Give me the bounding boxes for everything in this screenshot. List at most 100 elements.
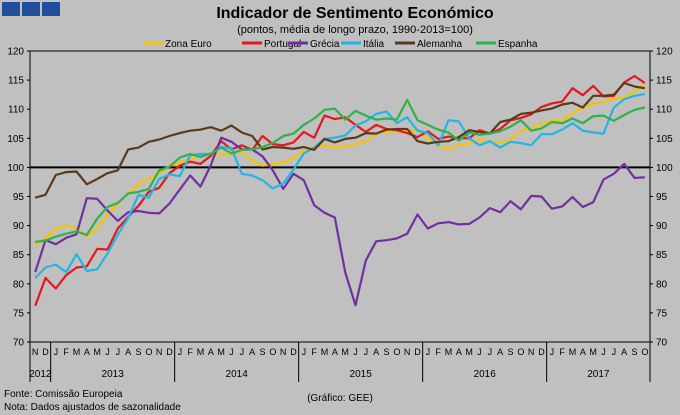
x-tick-month: A bbox=[249, 347, 255, 357]
x-tick-month: A bbox=[332, 347, 338, 357]
x-tick-month: S bbox=[507, 347, 513, 357]
source-note: Fonte: Comissão Europeia bbox=[4, 389, 123, 400]
x-tick-month: O bbox=[641, 347, 648, 357]
series-lines bbox=[34, 74, 646, 307]
x-tick-month: A bbox=[456, 347, 462, 357]
seasonal-note: Nota: Dados ajustados de sazonalidade bbox=[4, 402, 181, 413]
chart-title: Indicador de Sentimento Económico bbox=[216, 5, 494, 22]
header-tile-2 bbox=[22, 2, 40, 16]
x-tick-month: M bbox=[217, 347, 225, 357]
x-tick-month: J bbox=[364, 347, 369, 357]
x-tick-month: D bbox=[166, 347, 173, 357]
x-tick-month: O bbox=[517, 347, 524, 357]
x-tick-month: J bbox=[488, 347, 493, 357]
series-line-it-lia bbox=[34, 93, 645, 279]
y-tick-left: 95 bbox=[13, 192, 25, 203]
x-tick-month: J bbox=[302, 347, 307, 357]
x-tick-month: A bbox=[580, 347, 586, 357]
x-tick-month: J bbox=[54, 347, 59, 357]
chart-subtitle: (pontos, média de longo prazo, 1990-2013… bbox=[237, 24, 473, 36]
legend-label: Itália bbox=[363, 39, 385, 50]
x-tick-month: O bbox=[393, 347, 400, 357]
x-tick-month: J bbox=[116, 347, 121, 357]
series-line-alemanha bbox=[34, 81, 645, 199]
y-tick-left: 110 bbox=[8, 105, 24, 116]
legend-label: Portugal bbox=[264, 39, 301, 50]
x-tick-year: 2012 bbox=[29, 369, 52, 380]
x-tick-year: 2015 bbox=[350, 369, 373, 380]
x-tick-month: J bbox=[550, 347, 555, 357]
x-tick-month: M bbox=[197, 347, 205, 357]
x-tick-month: M bbox=[569, 347, 577, 357]
series-line-portugal bbox=[34, 74, 646, 307]
x-tick-month: M bbox=[73, 347, 81, 357]
y-tick-right: 110 bbox=[656, 105, 672, 116]
x-tick-month: J bbox=[353, 347, 358, 357]
x-tick-month: A bbox=[373, 347, 379, 357]
x-tick-month: S bbox=[135, 347, 141, 357]
legend-label: Alemanha bbox=[417, 39, 462, 50]
x-tick-month: D bbox=[290, 347, 297, 357]
x-tick-month: N bbox=[528, 347, 535, 357]
x-tick-month: A bbox=[125, 347, 131, 357]
x-tick-month: A bbox=[84, 347, 90, 357]
y-tick-right: 85 bbox=[656, 250, 668, 261]
x-tick-month: J bbox=[601, 347, 606, 357]
legend: Zona Euro Portugal Grécia Itália Alemanha Esp… bbox=[143, 39, 538, 50]
x-tick-month: D bbox=[538, 347, 545, 357]
y-axis-right: 70 75 80 85 90 95 100 105 110 115 120 bbox=[650, 47, 673, 349]
y-tick-left: 85 bbox=[13, 250, 25, 261]
x-tick-month: N bbox=[404, 347, 411, 357]
x-tick-month: F bbox=[559, 347, 565, 357]
y-tick-right: 105 bbox=[656, 134, 673, 145]
y-tick-right: 80 bbox=[656, 279, 668, 290]
header-tile-3 bbox=[42, 2, 60, 16]
x-tick-year: 2013 bbox=[102, 369, 125, 380]
x-tick-month: J bbox=[105, 347, 110, 357]
x-tick-month: M bbox=[465, 347, 473, 357]
y-tick-left: 90 bbox=[13, 221, 25, 232]
y-tick-right: 115 bbox=[656, 76, 672, 87]
series-line-gr-cia bbox=[34, 136, 645, 307]
x-tick-month: N bbox=[280, 347, 287, 357]
x-tick-year: 2017 bbox=[587, 369, 610, 380]
x-tick-year: 2016 bbox=[474, 369, 497, 380]
x-tick-month: J bbox=[178, 347, 183, 357]
x-tick-month: J bbox=[240, 347, 245, 357]
x-tick-month: D bbox=[42, 347, 49, 357]
x-tick-month: O bbox=[145, 347, 152, 357]
x-tick-month: M bbox=[321, 347, 329, 357]
y-tick-left: 105 bbox=[7, 134, 24, 145]
legend-label: Grécia bbox=[310, 39, 340, 50]
header-tile-1 bbox=[2, 2, 20, 16]
series-line-zona-euro bbox=[34, 84, 646, 247]
x-tick-month: D bbox=[414, 347, 421, 357]
x-tick-month: A bbox=[208, 347, 214, 357]
x-tick-month: M bbox=[445, 347, 453, 357]
x-tick-month: J bbox=[229, 347, 234, 357]
x-tick-month: O bbox=[269, 347, 276, 357]
x-tick-month: N bbox=[32, 347, 39, 357]
credit-note: (Gráfico: GEE) bbox=[307, 393, 373, 404]
x-tick-month: A bbox=[497, 347, 503, 357]
x-tick-month: F bbox=[435, 347, 441, 357]
y-tick-right: 90 bbox=[656, 221, 668, 232]
y-tick-right: 70 bbox=[656, 338, 668, 349]
y-tick-right: 75 bbox=[656, 308, 668, 319]
x-tick-year: 2014 bbox=[226, 369, 249, 380]
legend-label: Espanha bbox=[498, 39, 538, 50]
x-tick-month: F bbox=[187, 347, 193, 357]
y-axis-left: 70 75 80 85 90 95 100 105 110 115 120 bbox=[7, 47, 30, 349]
y-tick-left: 70 bbox=[13, 338, 25, 349]
x-tick-month: S bbox=[259, 347, 265, 357]
x-tick-month: J bbox=[426, 347, 431, 357]
x-tick-month: A bbox=[621, 347, 627, 357]
x-tick-month: M bbox=[589, 347, 597, 357]
y-tick-left: 115 bbox=[8, 76, 24, 87]
plot-area bbox=[29, 50, 651, 343]
series-line-espanha bbox=[35, 98, 646, 243]
x-tick-month: N bbox=[156, 347, 163, 357]
x-tick-month: M bbox=[93, 347, 101, 357]
